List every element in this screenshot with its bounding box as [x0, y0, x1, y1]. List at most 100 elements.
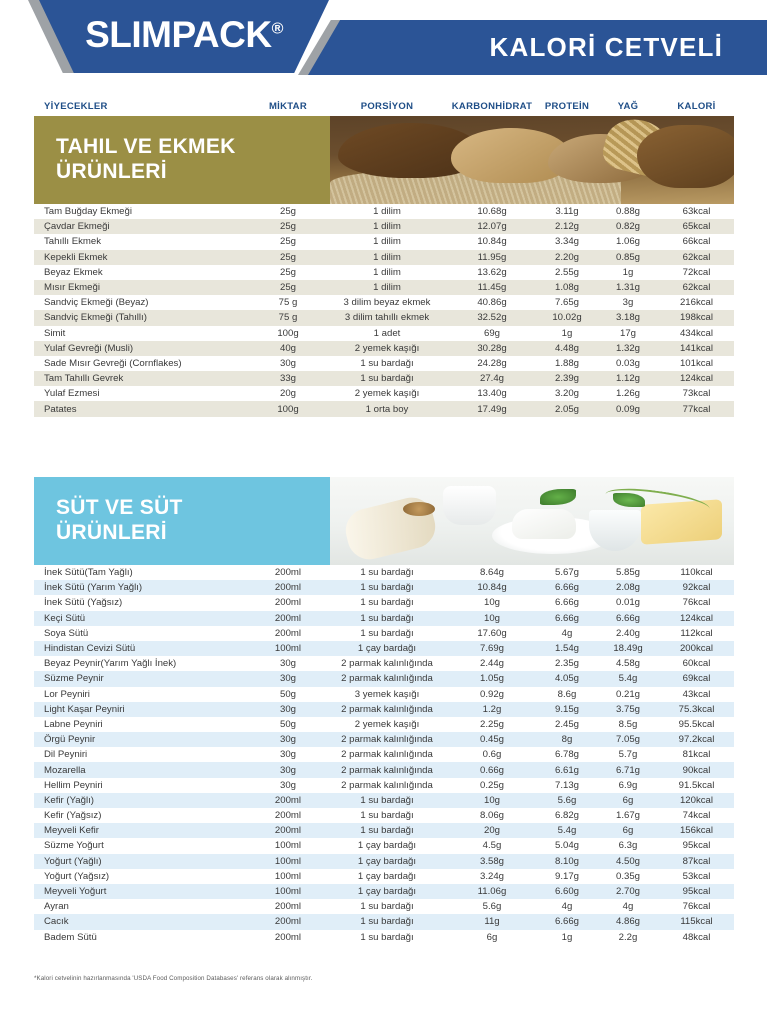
cell-calorie: 141kcal [659, 340, 734, 356]
cell-protein: 2.05g [537, 401, 597, 417]
cell-food: İnek Sütü (Yarım Yağlı) [34, 580, 249, 596]
cell-carb: 40.86g [447, 295, 537, 311]
cell-food: Beyaz Ekmek [34, 264, 249, 280]
cell-carb: 6g [447, 929, 537, 945]
table-row: Patates 100g 1 orta boy 17.49g 2.05g 0.09g 77k… [34, 401, 734, 417]
cell-amount: 200ml [249, 899, 327, 915]
cell-amount: 25g [249, 219, 327, 235]
cell-carb: 30.28g [447, 340, 537, 356]
nutrition-table-grains: Tam Buğday Ekmeği 25g 1 dilim 10.68g 3.11g 0.… [34, 204, 734, 417]
table-row: Kepekli Ekmek 25g 1 dilim 11.95g 2.20g 0.85g 6… [34, 249, 734, 265]
table-row: Beyaz Peynir(Yarım Yağlı İnek) 30g 2 parma… [34, 656, 734, 672]
cell-carb: 4.5g [447, 838, 537, 854]
cell-protein: 8.10g [537, 853, 597, 869]
cell-protein: 6.66g [537, 914, 597, 930]
cell-food: Süzme Yoğurt [34, 838, 249, 854]
table-row: Kefir (Yağlı) 200ml 1 su bardağı 10g 5.6g 6g 1… [34, 792, 734, 808]
cell-amount: 200ml [249, 580, 327, 596]
cell-protein: 4.48g [537, 340, 597, 356]
cell-amount: 100ml [249, 868, 327, 884]
page-title: KALORİ CETVELİ [489, 32, 723, 62]
column-header-protein: PROTEİN [544, 101, 590, 112]
cell-food: İnek Sütü (Yağsız) [34, 595, 249, 611]
table-row: Simit 100g 1 adet 69g 1g 17g 434kcal [34, 325, 734, 341]
cell-protein: 5.4g [537, 823, 597, 839]
cell-fat: 1.26g [597, 386, 659, 402]
cell-calorie: 74kcal [659, 808, 734, 824]
cell-amount: 200ml [249, 823, 327, 839]
cell-calorie: 76kcal [659, 899, 734, 915]
cell-fat: 5.4g [597, 671, 659, 687]
cell-amount: 50g [249, 686, 327, 702]
cell-calorie: 124kcal [659, 610, 734, 626]
cell-carb: 17.60g [447, 625, 537, 641]
cell-fat: 1g [597, 264, 659, 280]
cell-food: Labne Peyniri [34, 716, 249, 733]
cell-calorie: 72kcal [659, 264, 734, 280]
cell-food: Patates [34, 401, 249, 417]
cell-food: Hellim Peyniri [34, 777, 249, 793]
table-row: İnek Sütü (Yağsız) 200ml 1 su bardağı 10g 6.… [34, 595, 734, 611]
cell-protein: 9.15g [537, 701, 597, 717]
cell-portion: 1 adet [327, 325, 447, 341]
cell-calorie: 77kcal [659, 401, 734, 417]
cell-fat: 6g [597, 792, 659, 808]
cell-amount: 30g [249, 355, 327, 372]
table-row: Hindistan Cevizi Sütü 100ml 1 çay bardağı 7… [34, 640, 734, 657]
cell-calorie: 434kcal [659, 325, 734, 341]
cell-protein: 3.34g [537, 234, 597, 250]
cell-calorie: 60kcal [659, 656, 734, 672]
cell-amount: 200ml [249, 595, 327, 611]
table-body-dairy: İnek Sütü(Tam Yağlı) 200ml 1 su bardağı 8.6… [34, 565, 734, 945]
cell-carb: 32.52g [447, 310, 537, 326]
cell-food: Mozarella [34, 762, 249, 778]
table-row: Süzme Peynir 30g 2 parmak kalınlığında 1.05… [34, 671, 734, 687]
table-row: Badem Sütü 200ml 1 su bardağı 6g 1g 2.2g 48kca… [34, 929, 734, 945]
cell-food: Kepekli Ekmek [34, 249, 249, 265]
cell-protein: 5.6g [537, 792, 597, 808]
cell-fat: 0.03g [597, 355, 659, 372]
table-row: Mısır Ekmeği 25g 1 dilim 11.45g 1.08g 1.31g 62… [34, 279, 734, 296]
table-row: Tam Buğday Ekmeği 25g 1 dilim 10.68g 3.11g 0.… [34, 204, 734, 220]
cell-calorie: 48kcal [659, 929, 734, 945]
cell-amount: 75 g [249, 310, 327, 326]
cell-fat: 0.88g [597, 204, 659, 220]
cell-calorie: 90kcal [659, 762, 734, 778]
cell-protein: 2.39g [537, 371, 597, 387]
cell-protein: 8g [537, 732, 597, 748]
cell-protein: 6.66g [537, 610, 597, 626]
cell-calorie: 216kcal [659, 295, 734, 311]
section-title-line1: TAHIL VE EKMEK [56, 135, 236, 159]
cell-protein: 5.67g [537, 565, 597, 581]
cell-carb: 3.58g [447, 853, 537, 869]
cell-amount: 25g [249, 264, 327, 280]
cell-fat: 0.21g [597, 686, 659, 702]
cell-food: Simit [34, 325, 249, 341]
table-row: Meyveli Yoğurt 100ml 1 çay bardağı 11.06g 6.… [34, 883, 734, 900]
cell-portion: 1 çay bardağı [327, 838, 447, 854]
table-row: Hellim Peyniri 30g 2 parmak kalınlığında 0.… [34, 777, 734, 793]
cell-amount: 200ml [249, 808, 327, 824]
cell-carb: 27.4g [447, 371, 537, 387]
cell-fat: 1.12g [597, 371, 659, 387]
cell-protein: 2.12g [537, 219, 597, 235]
cell-fat: 4g [597, 899, 659, 915]
cell-portion: 1 su bardağı [327, 929, 447, 945]
cell-fat: 1.67g [597, 808, 659, 824]
section-title-line2: ÜRÜNLERİ [56, 521, 167, 544]
cell-fat: 3g [597, 295, 659, 311]
cell-carb: 0.92g [447, 686, 537, 702]
cell-calorie: 95kcal [659, 838, 734, 854]
cell-portion: 2 yemek kaşığı [327, 716, 447, 733]
cell-carb: 10.84g [447, 580, 537, 596]
cell-food: Sade Mısır Gevreği (Cornflakes) [34, 355, 249, 372]
cell-fat: 6g [597, 823, 659, 839]
cell-fat: 0.82g [597, 219, 659, 235]
cell-amount: 100ml [249, 640, 327, 657]
cell-carb: 11.06g [447, 883, 537, 900]
cell-portion: 2 parmak kalınlığında [327, 747, 447, 763]
cell-calorie: 95.5kcal [659, 716, 734, 733]
cell-portion: 2 parmak kalınlığında [327, 732, 447, 748]
table-row: Çavdar Ekmeği 25g 1 dilim 12.07g 2.12g 0.82g 6… [34, 219, 734, 235]
section-label-grains: TAHIL VE EKMEK ÜRÜNLERİ [34, 116, 330, 204]
